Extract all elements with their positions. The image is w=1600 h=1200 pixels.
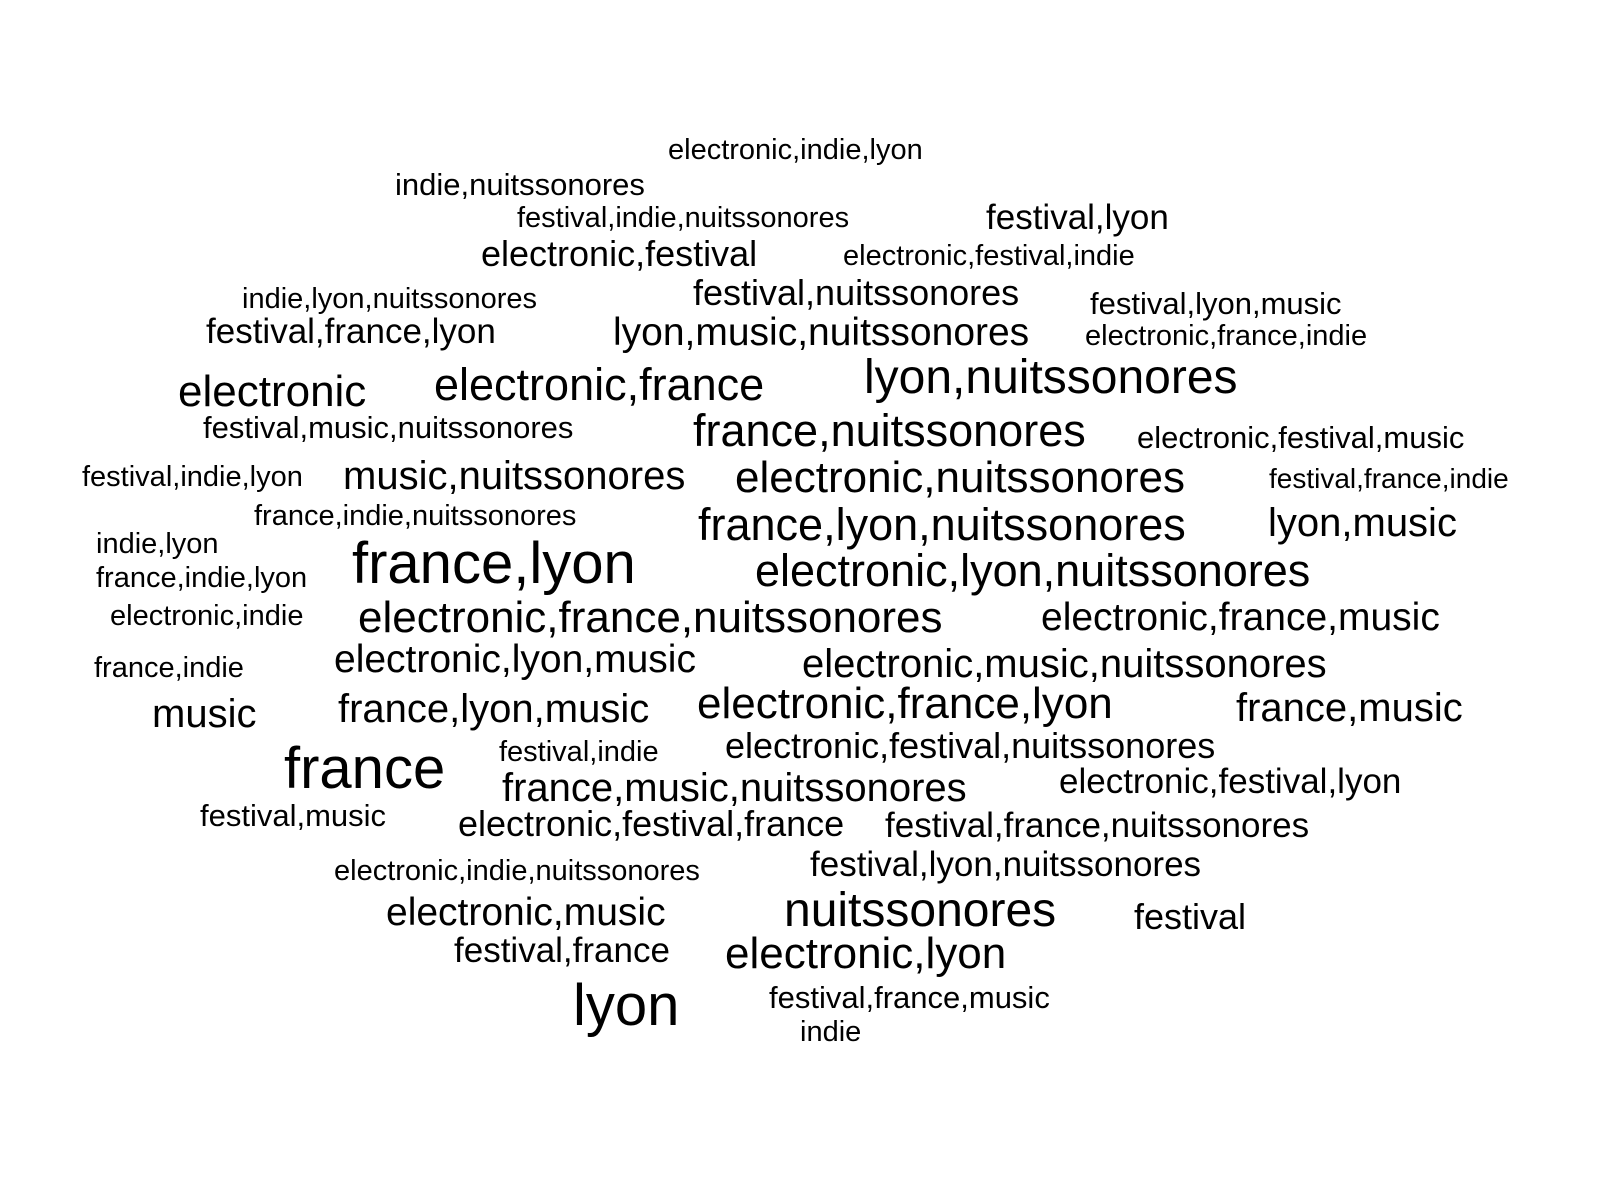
word: festival,france,lyon: [206, 312, 496, 351]
word: nuitssonores: [784, 884, 1057, 937]
word: electronic: [178, 367, 367, 416]
word: electronic,france: [434, 359, 765, 410]
word: electronic,france,music: [1041, 596, 1440, 639]
word: france,music: [1236, 686, 1463, 730]
word: electronic,nuitssonores: [735, 453, 1186, 502]
word: festival,lyon: [986, 198, 1169, 237]
word: indie,lyon,nuitssonores: [242, 283, 538, 315]
word: electronic,france,nuitssonores: [358, 593, 943, 642]
word: france,indie,nuitssonores: [254, 500, 577, 532]
word: electronic,festival,france: [458, 803, 845, 844]
word: electronic,music: [386, 891, 666, 934]
word: electronic,france,lyon: [697, 679, 1113, 728]
word: france,lyon,nuitssonores: [698, 499, 1186, 550]
word: electronic,festival,music: [1137, 420, 1465, 455]
word: festival,france: [454, 931, 670, 970]
word: festival,indie,nuitssonores: [517, 202, 850, 234]
word: electronic,lyon,nuitssonores: [755, 545, 1311, 596]
word: electronic,indie: [110, 600, 304, 632]
word: lyon,nuitssonores: [864, 351, 1238, 404]
word: electronic,lyon,music: [334, 638, 696, 681]
word: indie,lyon: [96, 528, 219, 560]
word: music: [152, 692, 257, 736]
word: music,nuitssonores: [343, 454, 686, 498]
word: electronic,lyon: [725, 929, 1007, 978]
word: france,music,nuitssonores: [502, 766, 967, 810]
word: france,lyon: [352, 531, 636, 596]
word: france,indie: [94, 652, 244, 684]
word: festival,indie: [499, 736, 659, 768]
word: festival,france,music: [769, 980, 1050, 1015]
word: electronic,festival: [481, 233, 758, 274]
word: indie: [800, 1016, 862, 1048]
word: france,nuitssonores: [693, 405, 1086, 456]
word: festival: [1134, 896, 1247, 937]
word: electronic,france,indie: [1085, 320, 1368, 352]
word: france: [284, 736, 446, 801]
word: festival,nuitssonores: [693, 272, 1020, 313]
word: festival,music: [200, 798, 387, 833]
word: electronic,festival,indie: [843, 240, 1135, 272]
word: festival,music,nuitssonores: [203, 410, 574, 445]
word: electronic,indie,nuitssonores: [334, 855, 700, 887]
word: festival,indie,lyon: [82, 461, 303, 493]
word: festival,france,indie: [1269, 463, 1509, 494]
word: france,lyon,music: [338, 687, 650, 731]
word: electronic,music,nuitssonores: [802, 642, 1327, 686]
word: festival,france,nuitssonores: [885, 806, 1310, 845]
word: festival,lyon,music: [1090, 286, 1342, 321]
word: electronic,festival,lyon: [1059, 762, 1402, 801]
word: electronic,indie,lyon: [668, 134, 923, 166]
word: france,indie,lyon: [96, 562, 308, 594]
word: lyon: [573, 973, 680, 1038]
word: electronic,festival,nuitssonores: [725, 725, 1216, 766]
word: lyon,music,nuitssonores: [613, 311, 1030, 354]
word: indie,nuitssonores: [395, 167, 645, 202]
word: lyon,music: [1268, 501, 1457, 545]
word: festival,lyon,nuitssonores: [810, 845, 1202, 884]
